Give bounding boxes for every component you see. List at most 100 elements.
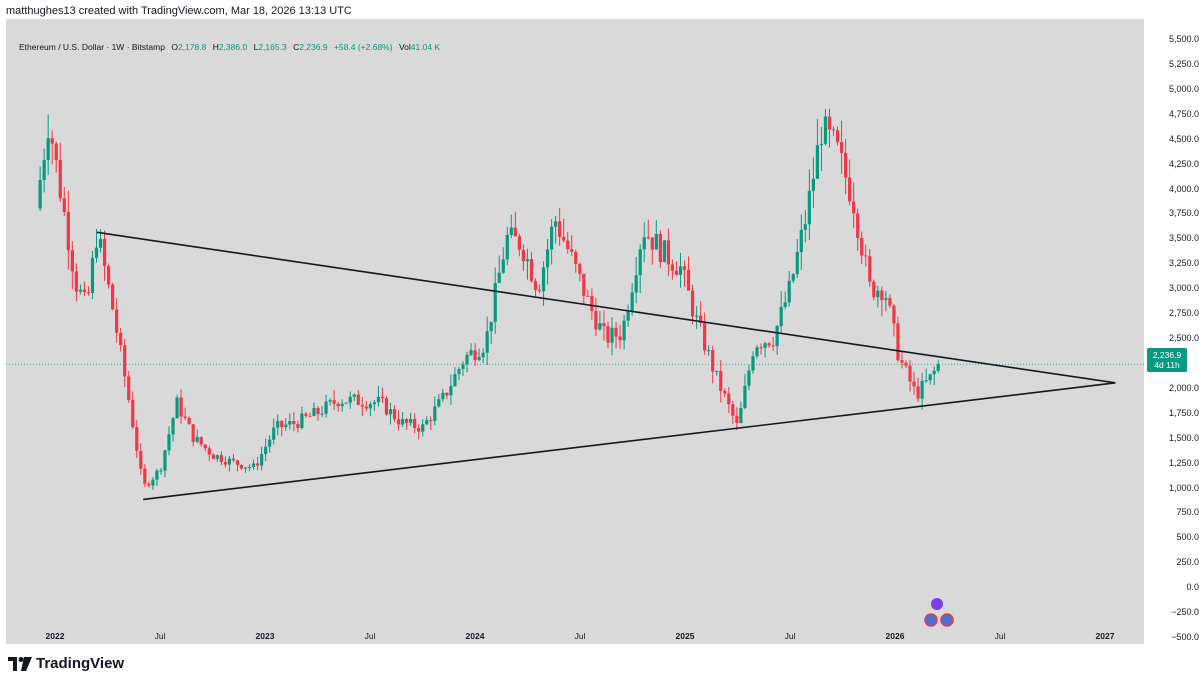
candle-body bbox=[127, 376, 131, 400]
candle-body bbox=[344, 402, 348, 404]
candle-body bbox=[694, 315, 699, 317]
candle-body bbox=[622, 320, 626, 341]
candle-body bbox=[348, 396, 352, 403]
candle-body bbox=[703, 323, 707, 351]
candle-body bbox=[739, 407, 743, 423]
candle-body bbox=[135, 427, 139, 451]
candle-body bbox=[320, 413, 324, 415]
candle-body bbox=[256, 463, 260, 466]
y-tick-label: −250.0 bbox=[1171, 607, 1199, 618]
candle-body bbox=[666, 240, 671, 265]
tradingview-logo-icon bbox=[8, 656, 32, 671]
candle-body bbox=[537, 290, 542, 292]
candle-body bbox=[421, 424, 425, 432]
candle-body bbox=[380, 396, 385, 399]
candle-body bbox=[562, 236, 566, 241]
candle-body bbox=[783, 302, 787, 307]
ohlc-legend: Ethereum / U.S. Dollar · 1W · Bitstamp O… bbox=[19, 42, 440, 52]
candle-body bbox=[461, 364, 465, 370]
candle-body bbox=[86, 292, 91, 294]
candle-body bbox=[280, 420, 284, 427]
candle-body bbox=[167, 434, 171, 451]
candle-body bbox=[388, 409, 393, 415]
candle-body bbox=[880, 290, 884, 301]
candle-body bbox=[759, 347, 763, 349]
last-price-tag: 2,236.9 4d 11h bbox=[1147, 348, 1187, 372]
candle-body bbox=[558, 221, 562, 237]
candle-body bbox=[82, 289, 87, 293]
candle-body bbox=[505, 234, 509, 260]
candle-body bbox=[670, 264, 675, 271]
candle-body bbox=[566, 240, 570, 250]
candlestick-plot[interactable] bbox=[6, 19, 1144, 644]
y-tick-label: 3,750.0 bbox=[1168, 208, 1199, 219]
time-axis[interactable]: 2022 Jul 2023 Jul 2024 Jul 2025 Jul 2026 Jul 2027 bbox=[6, 628, 1144, 644]
us-flag-event-icon bbox=[924, 613, 938, 627]
candle-body bbox=[751, 356, 755, 371]
candle-body bbox=[292, 421, 296, 425]
bar-countdown: 4d 11h bbox=[1154, 360, 1180, 370]
candle-body bbox=[219, 455, 223, 463]
candle-body bbox=[662, 240, 666, 262]
candle-body bbox=[545, 249, 550, 268]
candle-body bbox=[123, 345, 127, 377]
candle-body bbox=[46, 138, 50, 161]
candle-body bbox=[799, 229, 803, 253]
candle-body bbox=[658, 234, 662, 262]
candle-body bbox=[904, 362, 908, 366]
candle-body bbox=[400, 419, 405, 425]
candle-body bbox=[594, 310, 598, 330]
candle-body bbox=[497, 272, 501, 283]
high-label: H bbox=[212, 42, 219, 52]
candle-body bbox=[372, 402, 377, 405]
price-axis[interactable]: 5,500.0 5,250.0 5,000.0 4,750.0 4,500.0 4,250… bbox=[1145, 19, 1199, 644]
candle-body bbox=[139, 450, 143, 469]
candle-body bbox=[864, 255, 868, 257]
x-tick-label: 2027 bbox=[1095, 631, 1115, 641]
y-tick-label: 5,500.0 bbox=[1168, 34, 1199, 44]
candle-body bbox=[775, 326, 779, 347]
y-tick-label: 1,750.0 bbox=[1168, 407, 1199, 418]
candle-body bbox=[678, 266, 683, 275]
candle-body bbox=[618, 336, 622, 341]
candle-body bbox=[227, 458, 232, 465]
attribution-header: matthughes13 created with TradingView.co… bbox=[6, 5, 352, 17]
candle-body bbox=[590, 296, 594, 311]
candle-body bbox=[445, 392, 449, 396]
symbol-label[interactable]: Ethereum / U.S. Dollar · 1W · Bitstamp bbox=[19, 42, 165, 52]
tradingview-logo[interactable]: TradingView bbox=[8, 655, 124, 672]
candle-body bbox=[284, 424, 288, 427]
candle-body bbox=[763, 343, 767, 348]
candle-body bbox=[529, 259, 534, 282]
y-tick-label: 1,500.0 bbox=[1168, 432, 1199, 443]
candle-body bbox=[304, 413, 308, 416]
candle-body bbox=[610, 327, 614, 343]
candle-body bbox=[916, 386, 920, 399]
candle-body bbox=[574, 251, 578, 264]
chart-frame[interactable]: Ethereum / U.S. Dollar · 1W · Bitstamp O… bbox=[6, 19, 1144, 644]
candle-body bbox=[376, 396, 381, 403]
y-tick-label: 3,250.0 bbox=[1168, 258, 1199, 269]
low-value: 2,165.3 bbox=[258, 42, 287, 52]
candle-body bbox=[787, 280, 791, 303]
candle-body bbox=[924, 380, 928, 382]
y-tick-label: 1,250.0 bbox=[1168, 457, 1199, 468]
candle-body bbox=[932, 370, 936, 375]
trendline-upper-resistance bbox=[96, 231, 1116, 384]
candle-body bbox=[598, 323, 602, 330]
candle-body bbox=[360, 404, 364, 407]
y-tick-label: 1,000.0 bbox=[1168, 482, 1199, 493]
candle-body bbox=[251, 463, 256, 467]
candle-body bbox=[413, 418, 417, 428]
candle-body bbox=[485, 331, 489, 353]
candle-body bbox=[368, 404, 372, 409]
candle-body bbox=[711, 350, 715, 372]
x-tick-label: Jul bbox=[784, 631, 796, 641]
candle-body bbox=[38, 180, 42, 209]
candle-body bbox=[102, 239, 107, 267]
candle-body bbox=[521, 249, 526, 262]
candle-body bbox=[155, 470, 159, 480]
candle-body bbox=[876, 290, 880, 298]
y-tick-label: 4,000.0 bbox=[1168, 183, 1199, 194]
candle-body bbox=[819, 143, 824, 146]
